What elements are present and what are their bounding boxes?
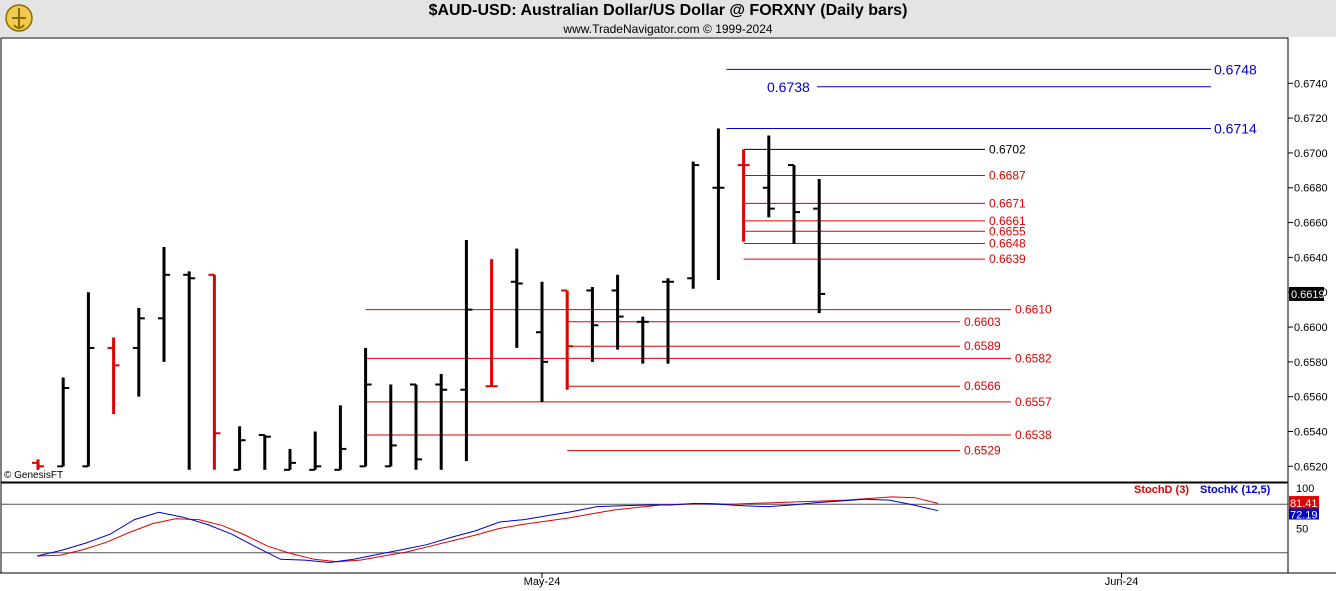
price-tick-label: 0.6700	[1294, 148, 1328, 160]
price-bar	[183, 271, 196, 470]
price-panel-frame	[0, 37, 1289, 483]
price-bar	[662, 278, 674, 364]
resistance-label: 0.6714	[1214, 121, 1257, 137]
price-bars	[32, 128, 826, 471]
level-label: 0.6648	[989, 236, 1026, 250]
level-label: 0.6582	[1015, 351, 1052, 365]
header-bar	[0, 0, 1336, 37]
price-bar	[737, 149, 750, 242]
price-bar	[132, 307, 145, 397]
price-bar	[32, 459, 44, 470]
level-label: 0.6538	[1015, 428, 1052, 442]
price-bar	[309, 431, 322, 471]
level-label: 0.6655	[989, 224, 1026, 238]
price-bar	[284, 448, 296, 471]
resistance-label: 0.6738	[767, 79, 810, 95]
price-tick-label: 0.6720	[1294, 113, 1328, 125]
price-bar	[208, 273, 221, 470]
chart-subtitle: www.TradeNavigator.com © 1999-2024	[563, 22, 773, 36]
level-label: 0.6639	[989, 252, 1026, 266]
price-bar	[611, 274, 624, 350]
time-tick-label: May-24	[524, 576, 561, 588]
price-bar	[410, 383, 422, 470]
chart-title: $AUD-USD: Australian Dollar/US Dollar @ …	[428, 2, 908, 19]
stoch-tick-label: 50	[1296, 524, 1308, 536]
stoch-legend-k: StochK (12,5)	[1200, 484, 1271, 496]
logo-icon	[5, 4, 33, 32]
stoch-tick-label: 100	[1296, 483, 1314, 495]
price-bar	[435, 374, 448, 470]
price-bar	[460, 239, 473, 462]
price-tick-label: 0.6680	[1294, 183, 1328, 195]
level-label: 0.6529	[964, 444, 1001, 458]
price-bar	[485, 259, 498, 388]
price-bar	[762, 135, 775, 218]
price-bar	[536, 281, 548, 402]
copyright-label: © GenesisFT	[4, 470, 63, 481]
price-axis: 0.65200.65400.65600.65800.66000.66200.66…	[1288, 78, 1328, 473]
price-bar	[788, 164, 800, 244]
price-tick-label: 0.6600	[1294, 322, 1328, 334]
level-label: 0.6603	[964, 315, 1001, 329]
stoch-d-value-box	[1289, 496, 1319, 510]
price-bar	[687, 161, 700, 289]
last-price-box	[1289, 286, 1324, 301]
price-tick-label: 0.6660	[1294, 218, 1328, 230]
stoch-series-line	[36, 496, 939, 563]
level-label: 0.6702	[989, 142, 1026, 156]
stoch-d-value: 81.41	[1290, 498, 1318, 510]
price-bar	[359, 347, 372, 468]
stoch-legend-d: StochD (3)	[1134, 484, 1189, 496]
stoch-series-line	[36, 498, 939, 564]
level-lines: 0.6748 0.6738 0.6714 0.6702 0.6687 0.6671 0.66…	[365, 61, 1257, 458]
price-bar	[813, 179, 826, 314]
price-bar	[561, 289, 574, 390]
time-tick-label: Jun-24	[1105, 576, 1139, 588]
level-label: 0.6557	[1015, 395, 1052, 409]
level-label: 0.6661	[989, 214, 1026, 228]
price-tick-label: 0.6520	[1294, 461, 1328, 473]
price-bar	[384, 384, 397, 468]
price-bar	[158, 246, 170, 362]
price-bar	[233, 426, 246, 471]
level-label: 0.6566	[964, 379, 1001, 393]
price-bar	[334, 405, 347, 471]
price-bar	[57, 377, 70, 468]
stoch-k-value: 72.19	[1290, 510, 1318, 522]
time-axis: May-24 Jun-24	[524, 573, 1139, 588]
price-bar	[510, 248, 523, 348]
price-tick-label: 0.6640	[1294, 252, 1328, 264]
last-price-label: 0.6619	[1291, 289, 1325, 301]
stoch-k-value-box	[1289, 508, 1319, 520]
resistance-label: 0.6748	[1214, 61, 1257, 77]
level-label: 0.6589	[964, 339, 1001, 353]
price-tick-label: 0.6560	[1294, 392, 1328, 404]
stoch-panel-frame	[0, 482, 1289, 574]
price-bar	[712, 128, 725, 281]
price-bar	[636, 316, 649, 364]
price-bar	[82, 292, 95, 468]
level-label: 0.6610	[1015, 303, 1052, 317]
price-bar	[258, 433, 271, 470]
price-tick-label: 0.6580	[1294, 357, 1328, 369]
level-label: 0.6671	[989, 196, 1026, 210]
price-bar	[107, 337, 120, 415]
price-bar	[586, 286, 599, 362]
price-tick-label: 0.6740	[1294, 78, 1328, 90]
price-tick-label: 0.6540	[1294, 427, 1328, 439]
level-label: 0.6687	[989, 169, 1026, 183]
